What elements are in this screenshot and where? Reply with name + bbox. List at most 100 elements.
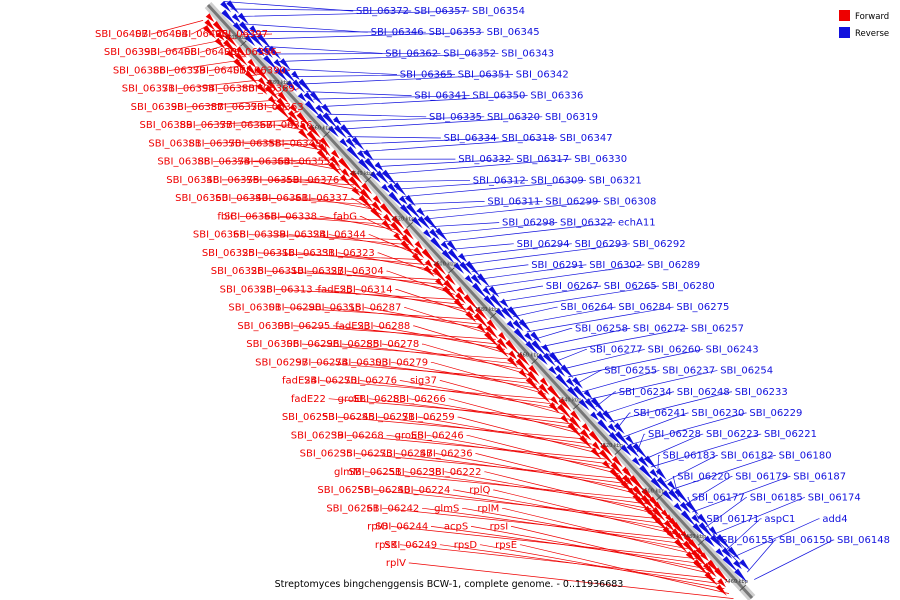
reverse-gene-glyph xyxy=(638,456,649,468)
forward-gene-glyph xyxy=(351,186,361,197)
reverse-leader-line xyxy=(705,497,747,528)
reverse-gene-label: SBI_06322 xyxy=(560,218,613,229)
forward-leader-line xyxy=(244,143,318,146)
forward-leader-line xyxy=(337,252,432,270)
reverse-leader-line xyxy=(464,243,630,265)
forward-gene-glyph xyxy=(688,539,702,553)
reverse-gene-glyph xyxy=(632,443,648,460)
scale-tick-label: 7700 kbp xyxy=(225,35,249,41)
forward-gene-glyph xyxy=(286,116,300,131)
forward-gene-label: SBI_06367 xyxy=(220,120,273,131)
scale-tick-label: 7460 kbp xyxy=(724,579,748,585)
forward-gene-label: glmS xyxy=(434,503,459,514)
reverse-gene-label: SBI_06223 xyxy=(706,429,759,440)
reverse-leader-line xyxy=(237,10,470,17)
forward-leader-line xyxy=(373,489,661,520)
forward-gene-label: SBI_06240 xyxy=(357,485,410,496)
forward-gene-glyph xyxy=(205,13,215,23)
reverse-leader-line xyxy=(313,95,470,100)
reverse-gene-glyph xyxy=(226,0,240,15)
reverse-gene-glyph xyxy=(662,490,674,502)
forward-gene-label: SBI_06324 xyxy=(273,230,326,241)
forward-leader-lines xyxy=(150,20,734,599)
reverse-gene-glyph xyxy=(286,80,297,92)
forward-gene-label: SBI_06358 xyxy=(228,138,281,149)
forward-gene-glyph xyxy=(624,477,634,487)
forward-gene-label: SBI_06364 xyxy=(237,157,290,168)
forward-gene-glyph xyxy=(309,141,319,151)
scale-tick-mark xyxy=(406,222,414,229)
reverse-leader-line xyxy=(506,285,659,310)
forward-gene-glyph xyxy=(707,560,721,575)
forward-gene-glyph xyxy=(203,25,217,39)
forward-gene-glyph xyxy=(288,110,299,122)
forward-leader-line xyxy=(355,453,624,480)
forward-gene-label: rpsD xyxy=(454,540,478,551)
forward-gene-label: SBI_06326 xyxy=(211,266,264,277)
forward-gene-glyph xyxy=(600,443,614,458)
scale-tick-mark xyxy=(573,403,580,410)
reverse-leader-line xyxy=(526,306,674,333)
reverse-leader-line xyxy=(657,455,660,475)
forward-leader-line xyxy=(324,307,483,325)
forward-leader-line xyxy=(319,380,551,400)
reverse-gene-label: SBI_06309 xyxy=(531,175,584,186)
reverse-gene-label: SBI_06177 xyxy=(692,493,745,504)
forward-leader-line xyxy=(279,216,391,226)
reverse-leader-line xyxy=(395,179,528,190)
reverse-leader-line xyxy=(630,412,747,445)
reverse-gene-glyph xyxy=(345,137,357,150)
forward-gene-label: fbiC xyxy=(217,211,237,222)
reverse-gene-label: SBI_06230 xyxy=(691,408,744,419)
forward-gene-label: SBI_06380 xyxy=(202,84,255,95)
reverse-leader-line xyxy=(499,285,601,303)
scale-ticks: 7700 kbp 7680 kbp 7660 kbp 7640 kbp 7620 kbp… xyxy=(225,35,748,591)
reverse-leader-line xyxy=(375,158,514,168)
forward-gene-glyph xyxy=(547,385,563,402)
reverse-gene-label: SBI_06233 xyxy=(735,387,788,398)
forward-gene-label: SBI_06316 xyxy=(242,248,295,259)
forward-gene-glyph xyxy=(358,194,374,211)
forward-leader-line xyxy=(448,398,583,435)
forward-gene-glyph xyxy=(212,21,229,38)
reverse-leader-line xyxy=(685,476,733,505)
reverse-gene-label: SBI_06372 xyxy=(356,6,409,17)
reverse-leader-lines xyxy=(223,1,835,580)
forward-gene-label: SBI_06315 xyxy=(308,303,361,314)
reverse-gene-glyph xyxy=(381,183,390,193)
forward-leader-line xyxy=(217,84,263,90)
forward-gene-glyph xyxy=(421,248,437,265)
forward-gene-label: SBI_06389 xyxy=(140,120,193,131)
forward-gene-glyph xyxy=(266,79,280,93)
reverse-gene-label: SBI_06317 xyxy=(516,154,569,165)
forward-gene-glyph xyxy=(644,498,653,508)
forward-gene-glyph xyxy=(700,552,709,562)
reverse-leader-line xyxy=(602,391,674,415)
reverse-gene-glyph xyxy=(250,33,264,48)
reverse-leader-line xyxy=(306,91,412,96)
forward-gene-label: rplO xyxy=(367,522,388,533)
forward-gene-label: SBI_06295 xyxy=(277,321,330,332)
forward-gene-glyph xyxy=(444,273,456,286)
reverse-gene-label: SBI_06254 xyxy=(720,366,773,377)
forward-gene-glyph xyxy=(557,403,573,421)
forward-gene-label: SBI_06340 xyxy=(215,193,268,204)
scale-tick-label: 7480 kbp xyxy=(683,534,707,540)
forward-gene-label: SBI_06363 xyxy=(251,102,304,113)
forward-gene-label: SBI_06361 xyxy=(255,193,308,204)
forward-leader-line xyxy=(439,544,720,584)
forward-leader-line xyxy=(395,453,629,485)
reverse-gene-glyph xyxy=(590,411,599,421)
reverse-gene-label: SBI_06289 xyxy=(647,260,700,271)
reverse-gene-glyph xyxy=(656,476,672,493)
forward-leader-line xyxy=(302,179,359,191)
forward-gene-label: SBI_06313 xyxy=(260,284,313,295)
reverse-gene-label: SBI_06228 xyxy=(648,429,701,440)
forward-leader-line xyxy=(226,104,281,108)
reverse-gene-glyph xyxy=(268,45,282,60)
scale-tick-mark xyxy=(364,176,372,183)
forward-leader-line xyxy=(257,252,423,260)
forward-gene-glyph xyxy=(558,397,572,412)
reverse-gene-label: SBI_06220 xyxy=(677,472,730,483)
